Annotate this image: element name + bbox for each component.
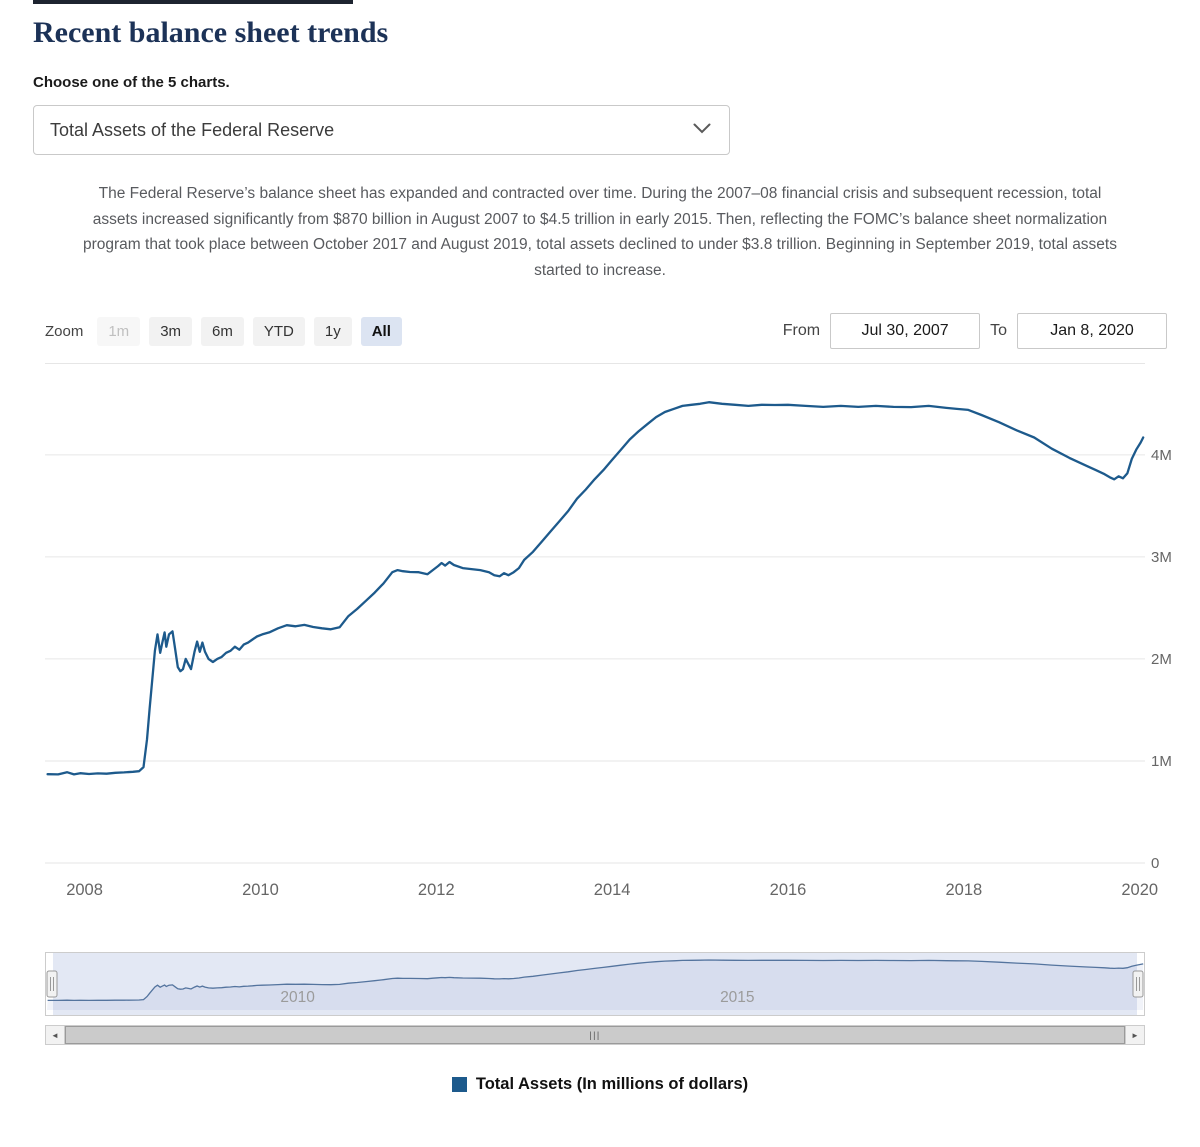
x-tick-label: 2020 (1121, 881, 1158, 899)
x-tick-label: 2018 (946, 881, 983, 899)
chart-scrollbar: ◄ ||| ► (45, 1025, 1145, 1046)
navigator-left-handle[interactable] (46, 970, 58, 998)
zoom-ytd-button[interactable]: YTD (252, 316, 305, 346)
y-tick-label: 0 (1151, 855, 1159, 872)
chart-description: The Federal Reserve’s balance sheet has … (82, 185, 1117, 279)
zoom-6m-button[interactable]: 6m (201, 316, 244, 346)
x-tick-label: 2012 (418, 881, 455, 899)
chart-type-select[interactable]: Total Assets of the Federal Reserve (33, 105, 730, 155)
zoom-all-button[interactable]: All (360, 316, 402, 346)
zoom-1m-button[interactable]: 1m (97, 316, 141, 346)
scrollbar-track[interactable]: ||| (65, 1025, 1125, 1046)
legend-swatch-icon (451, 1077, 467, 1093)
x-tick-label: 2008 (66, 881, 103, 899)
chart-type-selected-value: Total Assets of the Federal Reserve (50, 119, 335, 140)
navigator-right-handle[interactable] (1132, 970, 1144, 998)
navigator-selected-range[interactable] (53, 953, 1137, 1016)
total-assets-chart: 0 1M 2M 3M 4M 2008 2010 2012 2014 2016 2018 2020 (45, 363, 1172, 899)
main-chart-area: 0 1M 2M 3M 4M 2008 2010 2012 2014 2016 2018 2020 (45, 363, 1172, 910)
navigator-outline (45, 952, 1145, 1017)
top-divider (33, 0, 353, 4)
total-assets-line (46, 401, 1145, 776)
to-label: To (990, 322, 1007, 340)
scrollbar-thumb[interactable]: ||| (65, 1026, 1125, 1045)
chevron-down-icon (693, 121, 711, 139)
y-tick-label: 4M (1151, 447, 1172, 464)
legend-label: Total Assets (In millions of dollars) (475, 1075, 749, 1094)
scrollbar-right-arrow[interactable]: ► (1125, 1025, 1145, 1046)
from-label: From (782, 322, 821, 340)
zoom-label: Zoom (45, 322, 84, 340)
y-tick-label: 1M (1151, 753, 1172, 770)
y-tick-label: 2M (1151, 651, 1172, 668)
zoom-1y-button[interactable]: 1y (313, 316, 352, 346)
from-date-input[interactable] (830, 313, 981, 350)
x-tick-label: 2010 (242, 881, 279, 899)
navigator-line (47, 959, 1144, 1002)
navigator-area (47, 960, 1144, 1011)
date-range-group: From To (773, 313, 1167, 350)
chart-toolbar: Zoom 1m 3m 6m YTD 1y All From To (45, 313, 1167, 350)
y-tick-label: 3M (1151, 549, 1172, 566)
page-title: Recent balance sheet trends (33, 16, 389, 49)
scrollbar-left-arrow[interactable]: ◄ (45, 1025, 65, 1046)
chart-legend[interactable]: Total Assets (In millions of dollars) (33, 1075, 1167, 1094)
scrollbar-grip-icon: ||| (589, 1029, 601, 1040)
navigator-tick-label: 2010 (280, 989, 315, 1006)
x-tick-label: 2016 (770, 881, 807, 899)
navigator-area: 2010 2015 (45, 952, 1167, 1021)
x-tick-label: 2014 (594, 881, 631, 899)
zoom-3m-button[interactable]: 3m (149, 316, 193, 346)
to-date-input[interactable] (1017, 313, 1167, 350)
navigator-tick-label: 2015 (720, 989, 754, 1006)
navigator-chart[interactable]: 2010 2015 (45, 952, 1145, 1017)
chart-chooser-label: Choose one of the 5 charts. (33, 74, 230, 91)
